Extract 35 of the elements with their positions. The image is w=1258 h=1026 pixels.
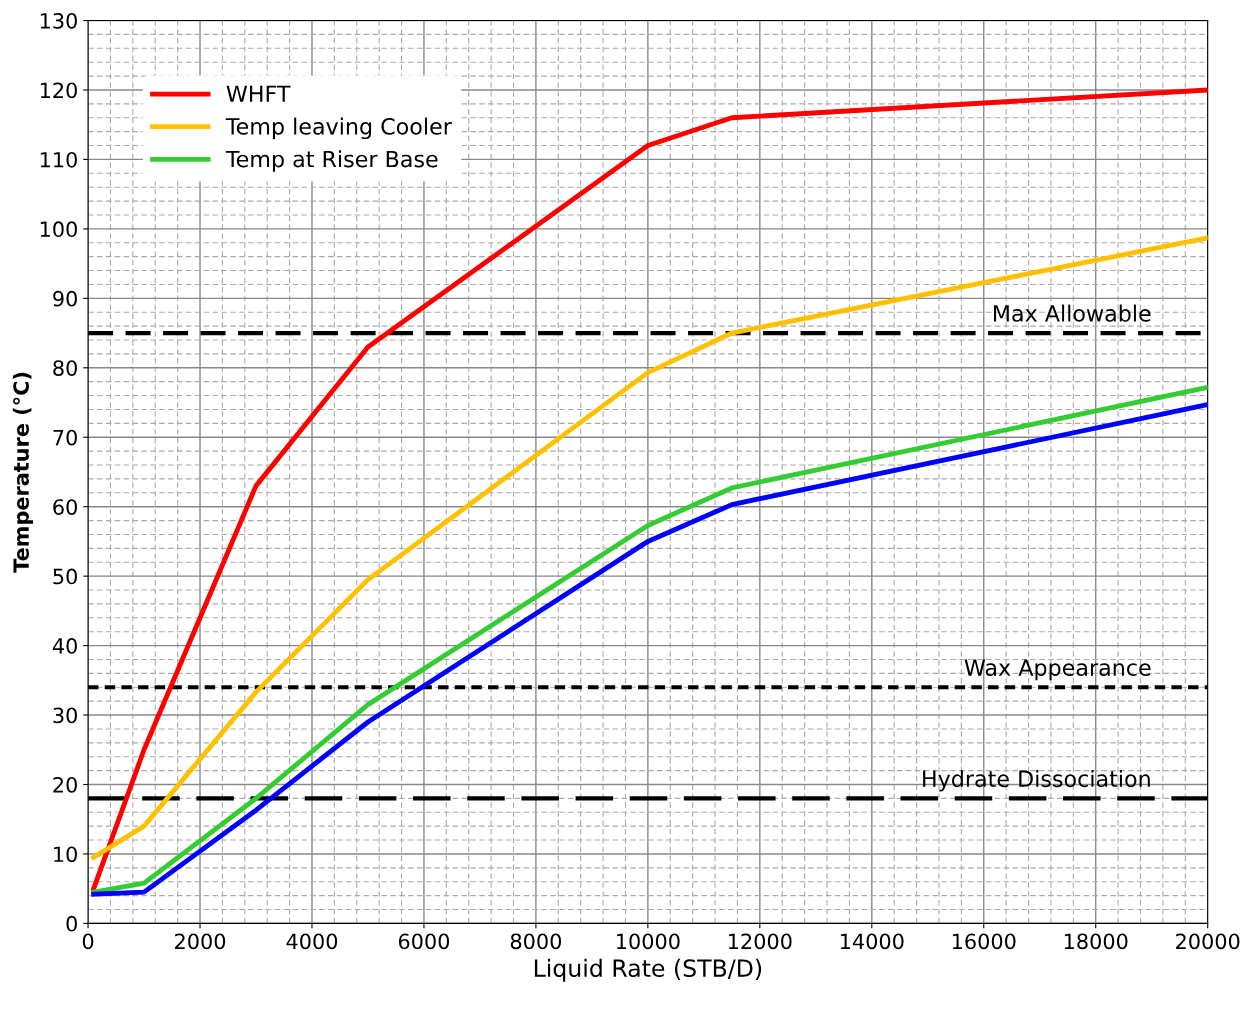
y-tick-label: 20 (53, 776, 77, 793)
y-tick-label: 80 (53, 360, 77, 376)
x-tick-label: 18000 (1064, 933, 1128, 950)
x-tick-label: 4000 (286, 933, 338, 950)
y-tick-label: 0 (66, 915, 77, 932)
x-tick-label: 14000 (840, 933, 904, 950)
x-tick-label: 2000 (175, 933, 226, 950)
y-axis-title: Temperature (°C) (12, 372, 34, 573)
legend-label: WHFT (226, 85, 291, 102)
x-tick-label: 16000 (952, 933, 1016, 950)
ref-line-label: Max Allowable (993, 304, 1151, 322)
y-tick-label: 40 (52, 638, 77, 654)
y-tick-label: 120 (40, 82, 77, 99)
x-tick-label: 6000 (398, 933, 450, 950)
legend-label: Temp at Riser Base (225, 150, 438, 172)
y-tick-label: 60 (53, 499, 77, 515)
x-tick-label: 20000 (1176, 933, 1240, 950)
ref-line-label: Wax Appearance (964, 659, 1151, 681)
y-tick-label: 90 (53, 290, 77, 307)
x-tick-label: 8000 (510, 933, 562, 950)
x-axis-title: Liquid Rate (STB/D) (534, 958, 762, 982)
legend-label: Temp leaving Cooler (225, 117, 452, 140)
line-series (91, 87, 1208, 892)
x-tick-label: 12000 (728, 933, 792, 950)
y-tick-label: 70 (53, 429, 77, 446)
y-tick-label: 110 (40, 151, 77, 168)
y-tick-label: 30 (53, 707, 77, 724)
y-tick-label: 130 (40, 12, 77, 29)
x-tick-label: 0 (82, 933, 94, 950)
y-tick-label: 100 (40, 221, 77, 238)
ref-line-label: Hydrate Dissociation (923, 769, 1150, 792)
x-tick-label: 10000 (617, 933, 680, 950)
y-tick-label: 10 (54, 846, 77, 863)
line-series (91, 235, 1208, 860)
y-tick-label: 50 (53, 568, 77, 585)
